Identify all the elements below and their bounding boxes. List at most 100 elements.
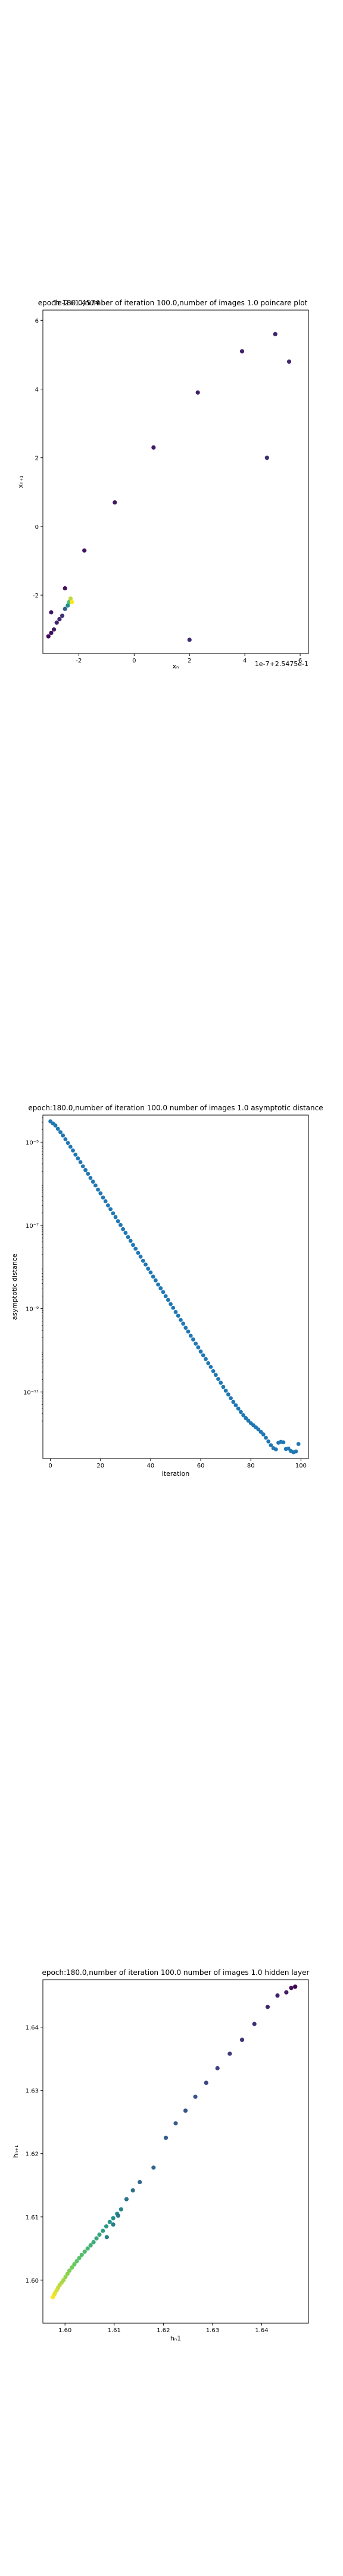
data-point	[63, 586, 67, 591]
data-point	[173, 2121, 178, 2126]
data-point	[116, 1219, 120, 1224]
x-tick-label: 0	[132, 658, 136, 664]
data-point	[82, 2249, 87, 2254]
data-point	[133, 1246, 138, 1251]
y-tick-label: -2	[33, 593, 39, 599]
data-point	[63, 1137, 68, 1141]
data-point	[238, 1410, 243, 1414]
y-tick-label: 4	[35, 386, 39, 393]
y-tick-label: 10⁻⁵	[26, 1140, 39, 1146]
data-point	[101, 2228, 105, 2233]
data-point	[94, 2236, 99, 2241]
x-tick-label: 1.60	[58, 2327, 71, 2334]
y-tick-label: 1.63	[26, 2088, 39, 2095]
data-point	[104, 2235, 109, 2240]
data-point	[166, 1298, 170, 1302]
data-point	[130, 2188, 135, 2193]
data-point	[54, 620, 59, 625]
x-tick-label: 1.63	[206, 2327, 219, 2334]
y-tick-label: 1.60	[26, 2278, 39, 2284]
y-tick-label: 10⁻⁷	[26, 1223, 39, 1230]
axis-ticks: 1.60 1.61 1.62 1.63 1.64 1.60 1.61 1.62 1.63 1.64	[26, 2025, 269, 2334]
data-point	[91, 2240, 96, 2244]
data-point	[71, 1148, 75, 1153]
data-point	[111, 1211, 116, 1216]
plot-area	[42, 1114, 309, 1459]
data-point	[273, 332, 277, 336]
x-tick-label: 4	[243, 658, 247, 664]
axis-ticks: -2 0 2 4 6 -2 0 2 4 6	[33, 318, 302, 664]
data-point	[169, 1302, 173, 1306]
data-point	[204, 1357, 208, 1361]
data-point	[77, 2256, 82, 2261]
data-point	[72, 2262, 77, 2267]
chart-title: epoch:180.0,number of iteration 100.0,nu…	[38, 299, 308, 307]
x-tick-label: -2	[76, 658, 82, 664]
data-point	[128, 1239, 133, 1243]
data-point	[57, 617, 62, 621]
data-point	[188, 1333, 193, 1338]
data-point	[171, 1305, 176, 1310]
x-axis-label: xₙ	[173, 662, 179, 670]
data-point	[156, 1282, 160, 1287]
data-point	[269, 1443, 273, 1448]
y-axis-label: xₙ₊₁	[17, 475, 24, 488]
y-tick-label: 1.62	[26, 2151, 39, 2158]
axis-offset-label: 1e-7+2.5475e-1	[255, 660, 308, 668]
data-point	[107, 2219, 112, 2224]
data-point	[124, 2197, 129, 2202]
x-tick-label: 1.64	[255, 2327, 268, 2334]
data-point	[158, 1286, 163, 1290]
data-point	[70, 600, 74, 605]
data-point	[88, 2243, 93, 2248]
data-point	[213, 1373, 218, 1377]
data-point	[281, 1440, 286, 1445]
data-point	[73, 1152, 78, 1157]
data-point	[82, 548, 87, 553]
data-point	[51, 627, 57, 632]
data-point	[91, 1179, 95, 1184]
data-points	[48, 1119, 301, 1454]
hidden-layer-chart: epoch:180.0,number of iteration 100.0 nu…	[12, 1968, 310, 2342]
poincare-chart: epoch:180.0,number of iteration 100.0,nu…	[17, 299, 309, 670]
data-point	[141, 1258, 145, 1263]
data-point	[176, 1314, 180, 1318]
chart-title: epoch:180.0,number of iteration 100.0 nu…	[42, 1968, 310, 1977]
data-point	[66, 603, 70, 608]
data-point	[96, 1187, 100, 1192]
data-point	[183, 2108, 188, 2113]
data-point	[284, 1990, 289, 1995]
data-point	[113, 500, 117, 505]
x-tick-label: 0	[48, 1463, 52, 1469]
data-point	[236, 1406, 241, 1411]
data-point	[97, 2232, 102, 2237]
data-point	[293, 1984, 298, 1989]
data-point	[241, 1413, 246, 1417]
data-point	[196, 1345, 201, 1349]
data-point	[219, 1380, 223, 1385]
data-point	[215, 2066, 220, 2071]
data-point	[111, 2216, 116, 2221]
x-tick-label: 60	[197, 1463, 205, 1469]
x-tick-label: 100	[295, 1463, 307, 1469]
plot-area	[42, 1979, 309, 2324]
x-axis-label: hₙ1	[170, 2334, 181, 2342]
data-point	[111, 2222, 116, 2227]
data-point	[252, 2021, 257, 2026]
data-point	[63, 2274, 68, 2280]
data-point	[126, 1235, 130, 1239]
data-point	[153, 1278, 158, 1283]
data-point	[76, 1156, 80, 1161]
data-point	[66, 1141, 70, 1145]
data-point	[201, 1353, 205, 1358]
data-point	[204, 2080, 208, 2085]
data-point	[63, 606, 67, 611]
x-tick-label: 1.62	[157, 2327, 170, 2334]
y-tick-label: 0	[35, 524, 39, 531]
data-point	[86, 1172, 91, 1176]
data-point	[151, 1274, 155, 1279]
data-point	[183, 1326, 188, 1330]
data-point	[136, 1250, 141, 1255]
x-tick-label: 80	[247, 1463, 255, 1469]
data-point	[55, 1126, 60, 1131]
